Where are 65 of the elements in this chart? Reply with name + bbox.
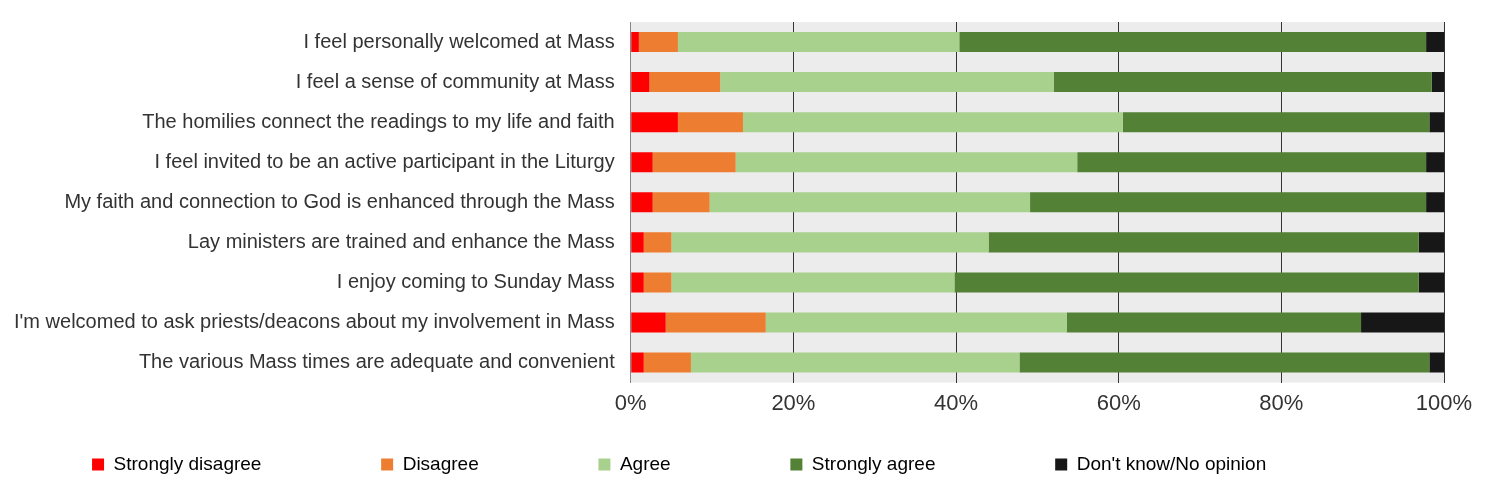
bar [671,272,955,293]
bar [643,272,672,293]
y-tick-label: I feel invited to be an active participant in the Liturgy [154,149,615,172]
bar [631,232,644,253]
bar [1418,232,1444,253]
bar [665,312,766,333]
bar [1418,272,1444,293]
bar [631,32,639,53]
bar [671,232,989,253]
bar [742,112,1123,133]
bar [643,232,672,253]
x-tick-label: 0% [614,389,647,415]
bar [959,32,1427,53]
bar [1361,312,1444,333]
y-tick-label: My faith and connection to God is enhanced through the Mass [64,189,615,212]
bar [1122,112,1430,133]
bar [1431,72,1444,93]
y-tick-label: I feel a sense of community at Mass [295,69,615,92]
bar [677,32,960,53]
y-tick-label: The various Mass times are adequate and convenient [138,350,616,373]
bar [638,32,678,53]
x-tick-label: 40% [934,389,979,415]
bar [631,112,678,133]
bar [720,72,1054,93]
bar [631,352,644,373]
bar [709,192,1031,213]
bar [677,112,743,133]
bar [652,192,710,213]
bar [631,192,653,213]
bar [988,232,1419,253]
legend-label: Strongly disagree [113,452,352,474]
bar [765,312,1067,333]
bar [652,152,736,173]
bar [1426,192,1444,213]
y-tick-label: I feel personally welcomed at Mass [303,29,615,52]
bar [631,72,650,93]
bar [690,352,1020,373]
y-tick-label: I'm welcomed to ask priests/deacons about my involvement in Mass [13,310,615,333]
bar [1426,32,1444,53]
bar [1429,352,1444,373]
bar [1066,312,1362,333]
y-tick-label: Lay ministers are trained and enhance the Mass [187,229,615,252]
bar [631,272,644,293]
legend-label: Don't know/No opinion [1076,452,1356,474]
x-tick-label: 80% [1259,389,1304,415]
bar [649,72,721,93]
y-tick-label: I enjoy coming to Sunday Mass [336,269,615,292]
bar [954,272,1419,293]
bar [1053,72,1432,93]
bar [1030,192,1427,213]
x-tick-label: 60% [1096,389,1141,415]
bar [631,152,653,173]
bar [1077,152,1427,173]
legend-label: Agree [619,452,761,474]
bar [631,312,666,333]
x-tick-label: 20% [771,389,816,415]
bar [1429,112,1444,133]
y-tick-label: The homilies connect the readings to my life and faith [142,109,615,132]
bar [735,152,1078,173]
bar [1426,152,1444,173]
x-tick-label: 100% [1415,389,1473,415]
legend-label: Disagree [402,452,569,474]
bar [1019,352,1430,373]
legend-label: Strongly agree [811,452,1026,474]
bar [643,352,691,373]
